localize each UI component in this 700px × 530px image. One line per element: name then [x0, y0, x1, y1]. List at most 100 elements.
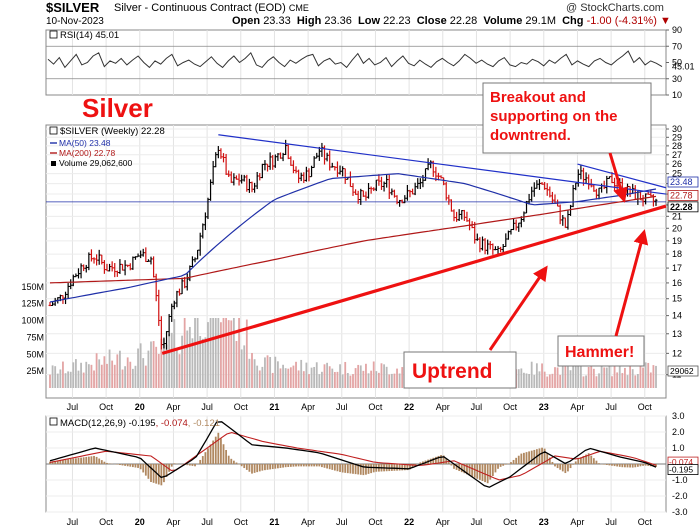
- macd-histogram-bar: [74, 458, 77, 464]
- x-tick-label: Apr: [166, 517, 180, 527]
- macd-histogram-bar: [225, 449, 228, 464]
- volume-bar: [305, 362, 308, 388]
- volume-bar: [655, 365, 657, 388]
- macd-histogram-bar: [310, 464, 313, 467]
- macd-histogram-bar: [243, 464, 246, 469]
- volume-bar: [310, 367, 313, 388]
- quote-line: Open 23.33 High 23.36 Low 22.23 Close 22…: [232, 15, 671, 27]
- volume-bar: [220, 322, 222, 388]
- volume-bar: [119, 350, 121, 388]
- volume-bar: [611, 376, 613, 388]
- down-arrow-icon: ▼: [659, 15, 671, 27]
- volume-bar: [64, 373, 67, 388]
- last-value-flag: [667, 190, 699, 201]
- volume-bar: [520, 368, 523, 388]
- volume-bar: [365, 363, 367, 388]
- x-tick-label: 22: [404, 517, 414, 527]
- volume-bar: [308, 374, 310, 388]
- macd-histogram-bar: [222, 444, 225, 464]
- macd-histogram-bar: [284, 464, 287, 468]
- volume-last-label: 29062: [670, 366, 694, 376]
- macd-histogram-bar: [634, 464, 637, 468]
- macd-histogram-bar: [85, 456, 88, 464]
- macd-histogram-bar: [289, 464, 292, 467]
- macd-histogram-bar: [629, 464, 632, 468]
- volume-bar: [111, 360, 114, 388]
- volume-bar: [313, 366, 316, 388]
- macd-histogram-bar: [82, 457, 85, 464]
- legend-ma200: MA(200) 22.78: [59, 148, 115, 158]
- macd-histogram-bar: [559, 464, 562, 470]
- macd-histogram-bar: [530, 450, 533, 464]
- y-tick-label: 15: [672, 294, 682, 304]
- volume-bar: [152, 341, 155, 388]
- volume-bar: [160, 338, 163, 388]
- macd-last-flag: [667, 464, 699, 476]
- macd-histogram-bar: [453, 464, 455, 469]
- volume-bar: [616, 372, 619, 388]
- macd-histogram-bar: [354, 464, 357, 475]
- volume-bar: [113, 364, 116, 388]
- hammer-callout: Hammer!: [557, 335, 645, 367]
- macd-histogram-bar: [160, 464, 163, 486]
- volume-bar: [87, 364, 90, 388]
- y-tick-label: 18: [672, 249, 682, 259]
- legend-ma50: MA(50) 23.48: [59, 138, 111, 148]
- volume-bar: [212, 318, 215, 388]
- macd-histogram-bar: [406, 464, 409, 471]
- volume-bar: [302, 371, 305, 388]
- trendline-uptrend: [161, 204, 667, 355]
- macd-histogram-bar: [533, 449, 536, 464]
- y-tick-label: 28: [672, 141, 682, 151]
- volume-bar: [561, 363, 564, 388]
- volume-bar: [181, 335, 183, 388]
- volume-value: 29.1M: [525, 15, 556, 27]
- macd-histogram-bar: [214, 436, 217, 464]
- volume-bar: [69, 371, 72, 388]
- macd-histogram-bar: [592, 458, 595, 464]
- x-tick-label: 20: [135, 402, 145, 412]
- macd-histogram-bar: [59, 460, 62, 464]
- rsi-tick-label: 10: [672, 90, 682, 100]
- macd-histogram-bar: [147, 464, 150, 479]
- svg-text:downtrend.: downtrend.: [490, 127, 571, 144]
- macd-histogram-bar: [230, 458, 233, 464]
- macd-histogram-bar: [344, 464, 347, 473]
- volume-bar: [579, 365, 582, 388]
- macd-histogram-bar: [49, 461, 51, 464]
- macd-histogram-bar: [305, 464, 308, 467]
- volume-bar: [652, 365, 655, 388]
- volume-bar: [592, 368, 595, 388]
- volume-bar: [528, 373, 531, 388]
- volume-bar: [595, 376, 598, 388]
- volume-bar: [564, 362, 567, 388]
- close-value: 22.28: [449, 15, 478, 27]
- volume-bar: [266, 355, 269, 388]
- symbol-label: $SILVER: [46, 0, 100, 15]
- macd-line: [49, 421, 657, 488]
- macd-histogram-bar: [468, 464, 471, 476]
- x-tick-label: Apr: [301, 402, 315, 412]
- macd-histogram-bar: [227, 455, 230, 464]
- volume-bar: [556, 367, 559, 388]
- x-tick-label: Apr: [570, 517, 584, 527]
- trendline-downtrend: [218, 134, 667, 195]
- high-value: 23.36: [324, 15, 352, 27]
- volume-bar: [170, 332, 173, 388]
- open-value: 23.33: [263, 15, 291, 27]
- volume-bar: [72, 362, 75, 388]
- volume-bar: [131, 368, 134, 388]
- volume-bar: [359, 365, 362, 388]
- macd-histogram-bar: [108, 463, 111, 464]
- exchange-label: CME: [288, 3, 309, 13]
- volume-tick-label: 100M: [21, 316, 44, 326]
- macd-histogram-bar: [121, 464, 124, 466]
- volume-bar: [295, 361, 297, 388]
- macd-last-label: -0.074: [669, 457, 693, 467]
- volume-bar: [163, 338, 165, 388]
- macd-histogram-bar: [155, 464, 158, 484]
- volume-tick-label: 50M: [26, 349, 44, 359]
- macd-histogram-bar: [69, 458, 72, 464]
- macd-histogram-bar: [256, 464, 259, 473]
- volume-bar: [74, 359, 77, 388]
